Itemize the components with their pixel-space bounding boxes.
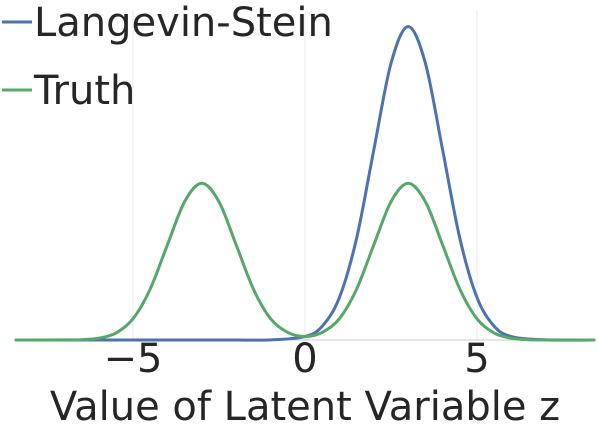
- x-axis-label: Value of Latent Variable z: [50, 384, 560, 430]
- series-line-truth: [14, 181, 596, 342]
- series-line-langevin-stein: [14, 25, 596, 342]
- legend: Langevin-Stein Truth: [2, 0, 333, 114]
- legend-label-0: Langevin-Stein: [34, 0, 333, 46]
- grid-lines: [132, 10, 478, 340]
- x-tick-label-0: −5: [103, 336, 162, 382]
- x-tick-label-2: 5: [464, 336, 489, 382]
- x-tick-label-1: 0: [292, 336, 317, 382]
- legend-label-1: Truth: [33, 68, 135, 114]
- x-tick-labels: −5 0 5: [103, 336, 489, 382]
- series-layer: [14, 25, 596, 342]
